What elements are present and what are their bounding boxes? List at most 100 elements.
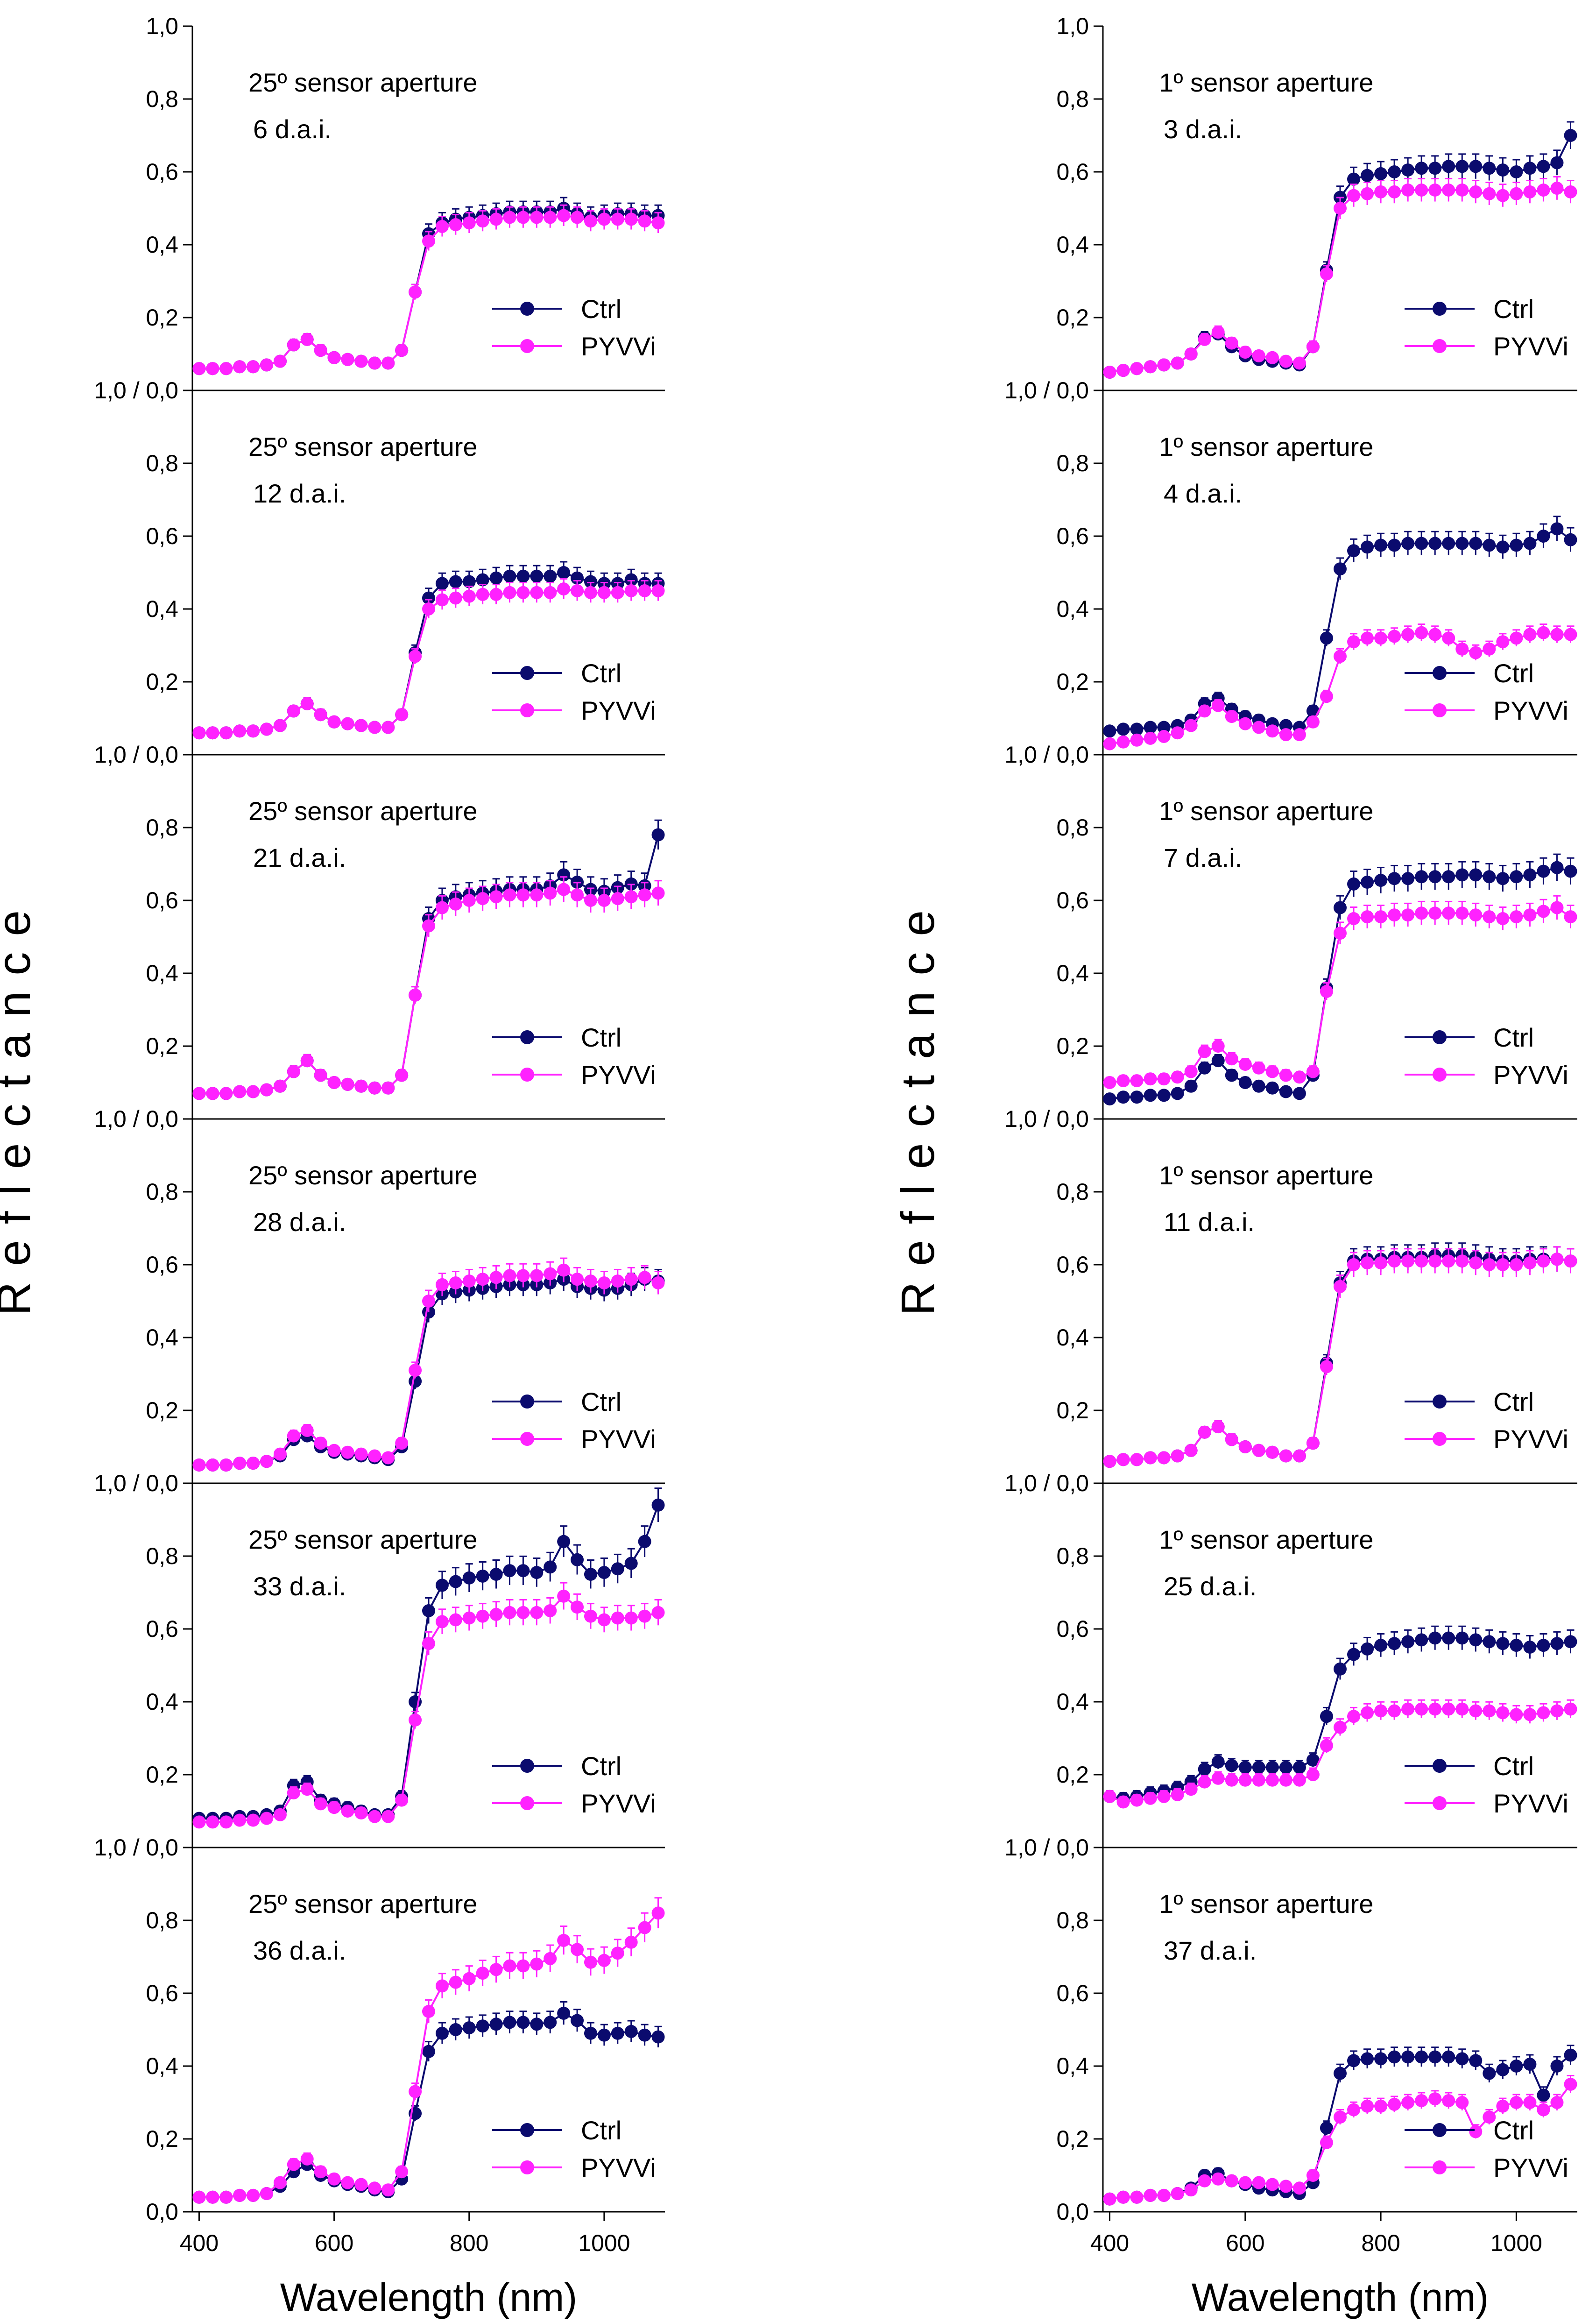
data-point-ctrl <box>489 1568 503 1581</box>
data-point-ctrl <box>1442 870 1455 884</box>
data-point-pyvvi <box>1564 1702 1577 1716</box>
data-point-pyvvi <box>1361 187 1374 200</box>
data-point-ctrl <box>1306 1753 1320 1767</box>
data-point-pyvvi <box>1265 1065 1279 1078</box>
data-point-pyvvi <box>327 351 341 364</box>
data-point-pyvvi <box>1469 908 1483 922</box>
data-point-pyvvi <box>584 894 597 907</box>
data-point-pyvvi <box>287 1429 300 1443</box>
data-point-pyvvi <box>1537 626 1550 639</box>
y-tick-label: 0,8 <box>1056 1179 1089 1205</box>
data-point-pyvvi <box>1320 2136 1333 2149</box>
data-point-pyvvi <box>530 1606 544 1619</box>
data-point-pyvvi <box>314 2165 327 2179</box>
data-point-ctrl <box>1483 870 1496 884</box>
data-point-pyvvi <box>1483 1704 1496 1718</box>
data-point-pyvvi <box>1401 1702 1415 1716</box>
data-point-pyvvi <box>206 1087 219 1100</box>
data-point-ctrl <box>1116 1090 1130 1104</box>
y-tick-label: 0,2 <box>146 1762 178 1788</box>
data-point-ctrl <box>1171 1087 1184 1100</box>
data-point-pyvvi <box>1523 1708 1537 1721</box>
panel-title: 1º sensor aperture <box>1159 796 1373 826</box>
data-point-pyvvi <box>449 591 462 605</box>
data-point-ctrl <box>1550 1637 1564 1650</box>
data-point-pyvvi <box>409 1364 422 1377</box>
data-point-pyvvi <box>1116 1074 1130 1088</box>
data-point-ctrl <box>1347 172 1361 186</box>
data-point-pyvvi <box>1455 2096 1469 2109</box>
data-point-pyvvi <box>571 1273 584 1286</box>
data-point-pyvvi <box>1225 1433 1238 1446</box>
panel-title: 1º sensor aperture <box>1159 1889 1373 1918</box>
data-point-pyvvi <box>651 886 665 900</box>
data-point-pyvvi <box>1401 1254 1415 1268</box>
data-point-ctrl <box>1550 156 1564 170</box>
data-point-pyvvi <box>1428 906 1442 920</box>
data-point-ctrl <box>1157 721 1171 734</box>
data-point-pyvvi <box>557 582 571 596</box>
data-point-pyvvi <box>381 721 395 734</box>
data-point-pyvvi <box>1320 267 1333 281</box>
data-point-pyvvi <box>462 894 476 907</box>
data-point-pyvvi <box>1225 710 1238 723</box>
data-point-ctrl <box>1265 1761 1279 1774</box>
data-point-pyvvi <box>300 1783 314 1796</box>
data-point-pyvvi <box>530 1957 544 1971</box>
data-point-pyvvi <box>503 1606 516 1619</box>
data-point-pyvvi <box>327 1801 341 1814</box>
data-point-pyvvi <box>1550 182 1564 195</box>
data-point-ctrl <box>1455 1631 1469 1645</box>
panel-left-4: 0,2 0,4 0,6 0,8 1,0 / 0,0 25º sensor aperture… <box>94 1483 665 1861</box>
data-point-pyvvi <box>1144 1791 1157 1805</box>
data-point-pyvvi <box>1483 187 1496 200</box>
data-point-pyvvi <box>1455 642 1469 656</box>
data-point-pyvvi <box>1279 354 1292 368</box>
data-point-pyvvi <box>1306 340 1320 354</box>
data-point-pyvvi <box>597 212 611 226</box>
panel-subtitle: 28 d.a.i. <box>253 1207 346 1237</box>
data-point-pyvvi <box>638 1271 651 1284</box>
data-point-pyvvi <box>1184 719 1198 732</box>
x-tick-label: 600 <box>1226 2230 1264 2256</box>
data-point-pyvvi <box>638 888 651 902</box>
y-tick-label: 0,4 <box>146 1324 178 1351</box>
data-point-pyvvi <box>1334 927 1347 940</box>
data-point-pyvvi <box>395 708 409 722</box>
y-tick-label: 0,6 <box>1056 1616 1089 1642</box>
panel-left-3: 0,2 0,4 0,6 0,8 1,0 / 0,0 25º sensor aperture… <box>94 1119 665 1496</box>
data-point-pyvvi <box>1306 1437 1320 1450</box>
data-point-pyvvi <box>584 586 597 599</box>
data-point-pyvvi <box>300 1423 314 1437</box>
data-point-ctrl <box>1550 522 1564 536</box>
data-point-ctrl <box>476 1569 489 1583</box>
data-point-pyvvi <box>462 1274 476 1288</box>
data-point-pyvvi <box>1211 699 1225 712</box>
data-point-pyvvi <box>233 724 247 738</box>
panel-title: 25º sensor aperture <box>248 796 478 826</box>
data-point-pyvvi <box>449 218 462 232</box>
data-point-pyvvi <box>1401 628 1415 641</box>
data-point-pyvvi <box>1537 1254 1550 1268</box>
legend-label-pyvvi: PYVVi <box>1493 696 1568 725</box>
data-point-ctrl <box>1347 2054 1361 2067</box>
legend-label-pyvvi: PYVVi <box>1493 1060 1568 1090</box>
data-point-ctrl <box>597 1566 611 1579</box>
y-tick-label: 0,6 <box>1056 523 1089 549</box>
data-point-pyvvi <box>1537 2103 1550 2117</box>
data-point-pyvvi <box>503 1269 516 1282</box>
data-point-pyvvi <box>1238 1773 1252 1787</box>
data-point-pyvvi <box>651 584 665 597</box>
data-point-pyvvi <box>597 586 611 599</box>
data-point-pyvvi <box>476 892 489 906</box>
data-point-pyvvi <box>1442 2094 1455 2108</box>
y-tick-label: 0,6 <box>1056 887 1089 913</box>
y-tick-label: 0,6 <box>146 159 178 185</box>
legend-marker-ctrl <box>1433 2123 1447 2137</box>
y-tick-label: 0,2 <box>1056 304 1089 331</box>
data-point-pyvvi <box>1103 2192 1116 2206</box>
data-point-ctrl <box>1374 1639 1388 1652</box>
data-point-ctrl <box>1211 1755 1225 1769</box>
legend-label-pyvvi: PYVVi <box>1493 332 1568 361</box>
data-point-ctrl <box>1320 2121 1333 2135</box>
